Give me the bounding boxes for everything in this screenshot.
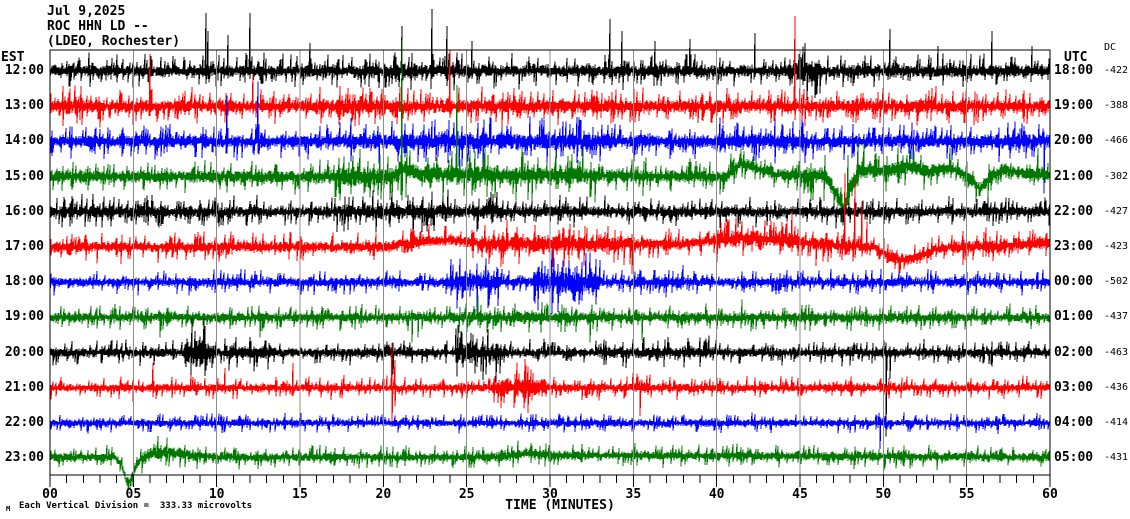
- dc-offset-value: -427: [1104, 205, 1129, 217]
- dc-offset-value: -436: [1104, 381, 1129, 393]
- est-time-label: 20:00: [4, 344, 44, 360]
- x-tick-label-55: 55: [958, 487, 975, 502]
- dc-offset-value: -388: [1104, 100, 1129, 112]
- utc-time-label: 04:00: [1054, 415, 1094, 430]
- dc-offset-value: -423: [1104, 241, 1129, 252]
- dc-offset-value: -414: [1104, 417, 1129, 428]
- est-time-label: 14:00: [4, 133, 44, 149]
- header-station: ROC HHN LD --: [47, 19, 149, 34]
- utc-time-label: 22:00: [1054, 203, 1094, 219]
- x-tick-label-00: 00: [42, 487, 58, 502]
- dc-offset-value: -302: [1104, 170, 1129, 182]
- utc-time-label: 00:00: [1054, 274, 1094, 290]
- dc-offset-value: -422: [1104, 65, 1129, 76]
- dc-column-label: DC: [1104, 42, 1117, 53]
- est-time-label: 19:00: [4, 309, 44, 325]
- utc-time-label: 19:00: [1054, 98, 1094, 114]
- est-time-label: 23:00: [4, 450, 44, 466]
- x-tick-label-40: 40: [708, 487, 725, 502]
- header-location: (LDEO, Rochester): [47, 34, 181, 49]
- x-tick-label-20: 20: [375, 487, 392, 502]
- est-time-label: 21:00: [4, 379, 44, 395]
- corner-mark: M: [6, 505, 11, 513]
- x-tick-label-45: 45: [792, 487, 808, 502]
- x-tick-label-05: 05: [125, 487, 142, 502]
- est-time-label: 15:00: [4, 168, 44, 184]
- x-tick-label-35: 35: [625, 487, 642, 502]
- scale-footer-note: Each Vertical Division = 333.33 microvol…: [19, 501, 252, 511]
- x-tick-label-60: 60: [1042, 487, 1058, 502]
- utc-time-label: 03:00: [1054, 379, 1094, 395]
- utc-time-label: 21:00: [1054, 168, 1094, 184]
- dc-offset-value: -502: [1104, 276, 1129, 288]
- utc-time-label: 02:00: [1054, 344, 1094, 360]
- x-tick-label-25: 25: [458, 487, 475, 502]
- utc-zone-label: UTC: [1064, 50, 1088, 65]
- est-time-label: 16:00: [4, 203, 44, 219]
- x-tick-label-15: 15: [292, 487, 308, 502]
- x-tick-label-30: 30: [542, 487, 558, 502]
- est-time-label: 13:00: [4, 98, 44, 114]
- utc-time-label: 23:00: [1054, 239, 1094, 254]
- header-date: Jul 9,2025: [47, 4, 126, 19]
- x-axis-title: TIME (MINUTES): [505, 498, 615, 513]
- x-tick-label-10: 10: [208, 487, 225, 502]
- utc-time-label: 05:00: [1054, 450, 1094, 466]
- est-zone-label: EST: [1, 50, 25, 65]
- dc-offset-value: -437: [1104, 311, 1129, 323]
- est-time-labels: 12:00 13:00 14:00 15:00 16:00 17:00 18:00 19:00…: [0, 0, 46, 519]
- dc-offset-value: -431: [1104, 452, 1129, 464]
- dc-offset-value: -466: [1104, 135, 1129, 147]
- utc-time-label: 01:00: [1054, 309, 1094, 325]
- utc-time-label: 18:00: [1054, 63, 1094, 78]
- est-time-label: 12:00: [4, 63, 44, 78]
- est-time-label: 18:00: [4, 274, 44, 290]
- est-time-label: 22:00: [4, 415, 44, 430]
- utc-time-label: 20:00: [1054, 133, 1094, 149]
- x-tick-label-50: 50: [875, 487, 892, 502]
- dc-offset-value: -463: [1104, 346, 1129, 358]
- est-time-label: 17:00: [4, 239, 44, 254]
